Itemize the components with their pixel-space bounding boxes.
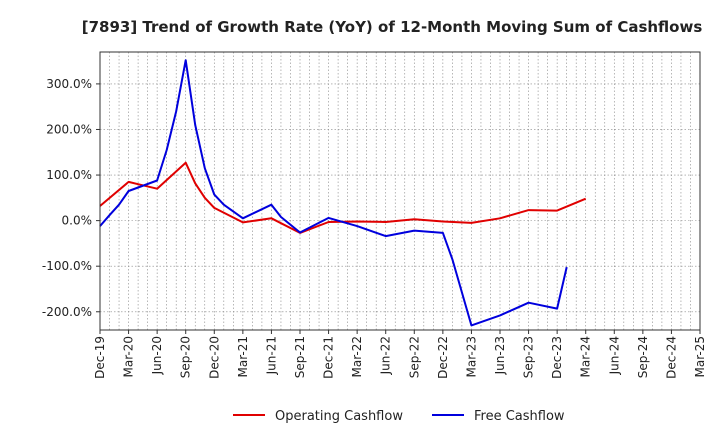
grid-lines bbox=[99, 52, 701, 330]
x-tick-label: Mar-23 bbox=[464, 336, 478, 377]
y-tick-label: -100.0% bbox=[42, 259, 92, 273]
x-tick-label: Jun-21 bbox=[264, 336, 278, 375]
x-tick-label: Jun-24 bbox=[607, 336, 621, 375]
x-tick-label: Mar-24 bbox=[579, 336, 593, 377]
y-axis-ticks: 300.0% 200.0% 100.0% 0.0% -100.0% -200.0% bbox=[42, 77, 100, 319]
y-tick-label: 0.0% bbox=[62, 214, 93, 228]
x-tick-label: Dec-23 bbox=[550, 336, 564, 379]
x-tick-label: Sep-22 bbox=[407, 336, 421, 378]
free-cashflow-legend-label: Free Cashflow bbox=[474, 409, 565, 424]
x-tick-label: Jun-23 bbox=[493, 336, 507, 375]
x-tick-label: Dec-22 bbox=[436, 336, 450, 379]
y-tick-label: -200.0% bbox=[42, 305, 92, 319]
legend: Operating Cashflow Free Cashflow bbox=[233, 409, 565, 424]
plot-area bbox=[99, 51, 701, 331]
x-tick-label: Mar-22 bbox=[350, 336, 364, 377]
x-tick-label: Dec-21 bbox=[322, 336, 336, 379]
x-tick-label: Mar-20 bbox=[122, 336, 136, 377]
x-tick-label: Dec-20 bbox=[207, 336, 221, 379]
x-tick-label: Jun-20 bbox=[150, 336, 164, 375]
x-axis-ticks: Dec-19 Mar-20 Jun-20 Sep-20 Dec-20 Mar-21 Jun-… bbox=[93, 330, 707, 379]
y-tick-label: 200.0% bbox=[46, 122, 92, 136]
operating-cashflow-legend-label: Operating Cashflow bbox=[275, 409, 403, 424]
x-tick-label: Sep-20 bbox=[179, 336, 193, 378]
x-tick-label: Sep-23 bbox=[522, 336, 536, 378]
x-tick-label: Mar-25 bbox=[693, 336, 707, 377]
x-tick-label: Mar-21 bbox=[236, 336, 250, 377]
x-tick-label: Jun-22 bbox=[379, 336, 393, 375]
x-tick-label: Sep-21 bbox=[293, 336, 307, 378]
y-tick-label: 300.0% bbox=[46, 77, 92, 91]
x-tick-label: Sep-24 bbox=[636, 336, 650, 378]
free-cashflow-line bbox=[99, 59, 568, 327]
x-tick-label: Dec-19 bbox=[93, 336, 107, 379]
series-lines bbox=[99, 59, 587, 327]
x-tick-label: Dec-24 bbox=[664, 336, 678, 379]
chart-title: [7893] Trend of Growth Rate (YoY) of 12-… bbox=[82, 18, 703, 36]
y-tick-label: 100.0% bbox=[46, 168, 92, 182]
